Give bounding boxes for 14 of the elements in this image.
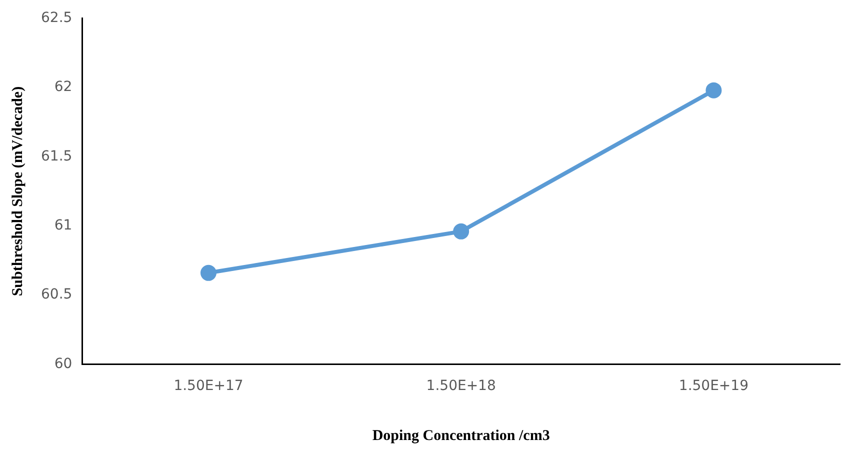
y-tick-label: 62 — [54, 79, 72, 96]
point — [706, 82, 722, 98]
y-axis-title: Subthreshold Slope (mV/decade) — [10, 86, 26, 296]
y-tick-label: 60 — [54, 356, 72, 372]
y-tick-label: 61 — [54, 218, 72, 234]
x-tick-label: 1.50E+17 — [174, 378, 244, 394]
point — [453, 223, 470, 240]
x-axis-title: Doping Concentration /cm3 — [372, 428, 550, 444]
y-tick-label: 60.5 — [41, 286, 72, 303]
x-tick-label: 1.50E+19 — [678, 378, 748, 394]
y-tick-label: 62.5 — [41, 10, 72, 26]
y-tick-label: 61.5 — [41, 148, 72, 164]
point — [200, 264, 216, 281]
x-tick-label: 1.50E+18 — [426, 378, 496, 394]
